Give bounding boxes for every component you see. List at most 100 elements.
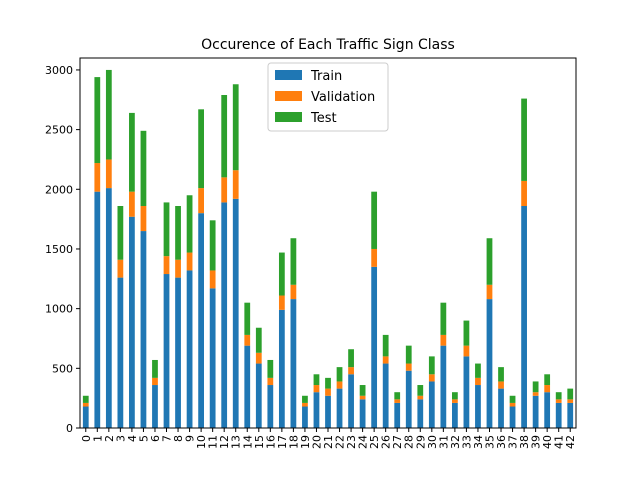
bar-train-class-18 <box>290 299 297 428</box>
x-tick-label: 39 <box>530 435 543 449</box>
x-tick-label: 23 <box>345 435 358 449</box>
bar-test-class-13 <box>232 84 239 171</box>
bar-validation-class-19 <box>302 402 308 407</box>
bar-train-class-17 <box>278 309 285 428</box>
bar-validation-class-9 <box>186 252 193 271</box>
bar-test-class-10 <box>198 109 204 189</box>
bar-validation-class-39 <box>532 392 539 396</box>
bar-validation-class-4 <box>129 191 135 217</box>
bar-validation-class-0 <box>82 402 89 407</box>
legend-label-train: Train <box>310 69 342 84</box>
bar-test-class-14 <box>244 302 251 335</box>
bars-group <box>82 69 574 428</box>
bar-train-class-16 <box>267 385 274 428</box>
x-tick-label: 26 <box>380 435 393 449</box>
bar-validation-class-36 <box>498 381 504 389</box>
bar-test-class-3 <box>117 206 124 260</box>
bar-validation-class-40 <box>544 385 551 393</box>
bar-test-class-25 <box>371 191 378 249</box>
x-tick-label: 37 <box>507 435 520 449</box>
x-tick-label: 19 <box>299 435 312 449</box>
bar-validation-class-22 <box>336 381 343 389</box>
bar-train-class-25 <box>371 266 378 428</box>
bar-test-class-33 <box>463 320 470 346</box>
bar-train-class-15 <box>255 363 262 428</box>
bar-validation-class-41 <box>555 399 562 403</box>
bar-train-class-1 <box>94 191 101 428</box>
bar-validation-class-1 <box>94 163 101 192</box>
bar-validation-class-12 <box>221 177 228 203</box>
x-tick-label: 8 <box>172 435 185 442</box>
bar-test-class-1 <box>94 77 101 164</box>
bar-test-class-23 <box>348 349 354 368</box>
legend: Train Validation Test <box>267 62 389 132</box>
bar-train-class-20 <box>313 392 320 428</box>
bar-test-class-31 <box>440 302 447 335</box>
bar-validation-class-10 <box>198 188 204 214</box>
x-tick-label: 31 <box>437 435 450 449</box>
bar-train-class-11 <box>209 288 216 428</box>
x-tick-label: 5 <box>137 435 150 442</box>
x-tick-label: 10 <box>195 435 208 449</box>
bar-validation-class-13 <box>232 170 239 199</box>
bar-train-class-8 <box>175 277 181 428</box>
y-tick-label: 500 <box>52 362 73 375</box>
bar-train-class-33 <box>463 356 470 428</box>
bar-test-class-26 <box>382 334 389 357</box>
x-tick-label: 12 <box>218 435 231 449</box>
bar-test-class-27 <box>394 392 401 400</box>
bar-validation-class-32 <box>452 399 458 403</box>
bar-train-class-7 <box>163 274 170 428</box>
bar-validation-class-8 <box>175 259 181 278</box>
bar-validation-class-30 <box>428 374 435 382</box>
chart-title: Occurence of Each Traffic Sign Class <box>201 37 455 53</box>
bar-test-class-24 <box>359 385 366 396</box>
bar-test-class-0 <box>82 395 89 403</box>
legend-swatch-train <box>275 70 302 80</box>
bar-train-class-38 <box>521 206 527 428</box>
bar-test-class-41 <box>555 392 562 400</box>
x-tick-label: 32 <box>449 435 462 449</box>
bar-train-class-27 <box>394 402 401 428</box>
y-tick-label: 1000 <box>45 303 73 316</box>
bar-train-class-31 <box>440 345 447 428</box>
bar-validation-class-27 <box>394 399 401 403</box>
bar-validation-class-11 <box>209 270 216 289</box>
x-tick-label: 11 <box>207 435 220 449</box>
bar-test-class-4 <box>129 112 135 192</box>
bar-test-class-34 <box>475 363 481 378</box>
bar-validation-class-24 <box>359 395 366 400</box>
bar-test-class-30 <box>428 356 435 375</box>
y-tick-label: 2500 <box>45 124 73 137</box>
bar-test-class-36 <box>498 367 504 382</box>
bar-train-class-36 <box>498 388 504 428</box>
x-tick-label: 21 <box>322 435 335 449</box>
x-tick-label: 20 <box>310 435 323 449</box>
bar-train-class-24 <box>359 399 366 428</box>
bar-train-class-2 <box>105 188 112 428</box>
bar-test-class-17 <box>278 252 285 296</box>
bar-train-class-14 <box>244 345 251 428</box>
y-tick-label: 1500 <box>45 243 73 256</box>
bar-validation-class-15 <box>255 352 262 364</box>
bar-train-class-19 <box>302 406 308 428</box>
bar-test-class-28 <box>405 345 412 364</box>
bar-test-class-29 <box>417 385 424 396</box>
bar-test-class-19 <box>302 395 308 403</box>
bar-validation-class-38 <box>521 180 527 206</box>
bar-validation-class-42 <box>567 399 574 403</box>
x-tick-label: 24 <box>357 435 370 449</box>
bar-train-class-29 <box>417 399 424 428</box>
bar-train-class-5 <box>140 231 147 428</box>
bar-validation-class-17 <box>278 295 285 310</box>
x-tick-label: 16 <box>264 435 277 449</box>
x-tick-label: 33 <box>460 435 473 449</box>
x-tick-label: 15 <box>253 435 266 449</box>
bar-validation-class-7 <box>163 256 170 275</box>
bar-validation-class-6 <box>152 377 158 386</box>
bar-train-class-3 <box>117 277 124 428</box>
bar-train-class-12 <box>221 202 228 428</box>
bar-test-class-42 <box>567 388 574 400</box>
bar-train-class-13 <box>232 198 239 428</box>
